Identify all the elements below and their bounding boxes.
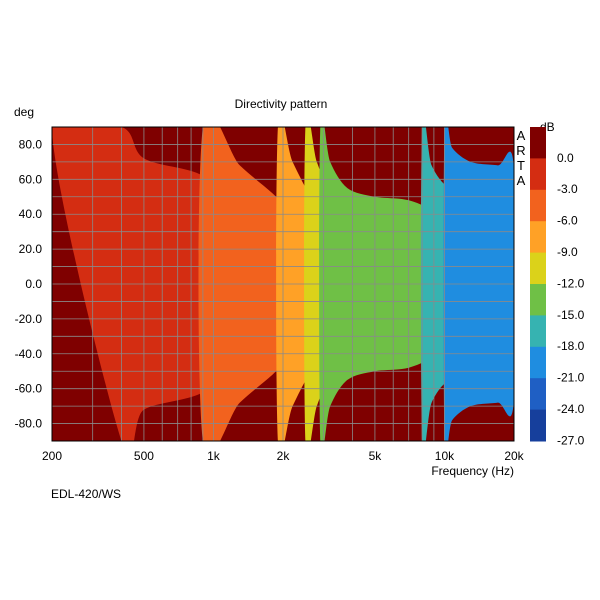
- colorbar-swatch: [530, 158, 546, 191]
- colorbar-swatch: [530, 252, 546, 285]
- arta-letter: A: [517, 128, 526, 143]
- colorbar-tick-label: -6.0: [557, 214, 578, 228]
- colorbar-tick-label: -21.0: [557, 371, 585, 385]
- x-tick-label: 20k: [504, 449, 524, 463]
- x-tick-label: 500: [134, 449, 154, 463]
- colorbar-tick-label: -12.0: [557, 276, 585, 290]
- y-tick-label: 80.0: [19, 137, 43, 151]
- y-tick-label: 20.0: [19, 242, 43, 256]
- y-unit-label: deg: [14, 105, 34, 119]
- colorbar-swatch: [530, 409, 546, 442]
- arta-letter: A: [517, 173, 526, 188]
- colorbar-swatch: [530, 189, 546, 222]
- x-tick-label: 10k: [435, 449, 455, 463]
- colorbar-tick-label: -9.0: [557, 245, 578, 259]
- colorbar: 0.0 -3.0 -6.0 -9.0 -12.0 -15.0 -18.0 -21.0 -24.0…: [530, 127, 585, 447]
- y-tick-label: -20.0: [15, 312, 43, 326]
- y-tick-label: -60.0: [15, 382, 43, 396]
- colorbar-tick-label: -27.0: [557, 433, 585, 447]
- arta-letter: T: [517, 158, 525, 173]
- y-tick-label: 60.0: [19, 172, 43, 186]
- x-axis-ticks: 200 500 1k 2k 5k 10k 20k: [42, 449, 525, 463]
- plot-frame: [51, 126, 515, 442]
- y-axis-ticks: -80.0 -60.0 -40.0 -20.0 0.0 20.0 40.0 60.0 80.0: [15, 137, 43, 430]
- colorbar-tick-label: -15.0: [557, 308, 585, 322]
- y-tick-label: 40.0: [19, 207, 43, 221]
- model-label: EDL-420/WS: [51, 487, 121, 501]
- colorbar-swatch: [530, 315, 546, 348]
- arta-letter: R: [516, 143, 525, 158]
- x-tick-label: 2k: [277, 449, 291, 463]
- grid-lines: [51, 126, 515, 442]
- plot-area: [52, 127, 514, 441]
- x-tick-label: 5k: [369, 449, 383, 463]
- y-tick-label: -40.0: [15, 347, 43, 361]
- colorbar-swatch: [530, 284, 546, 316]
- x-axis-label: Frequency (Hz): [431, 464, 514, 478]
- chart-title: Directivity pattern: [235, 97, 328, 111]
- y-tick-label: 0.0: [25, 277, 42, 291]
- colorbar-swatch: [530, 346, 546, 379]
- colorbar-tick-label: -18.0: [557, 339, 585, 353]
- x-tick-label: 200: [42, 449, 62, 463]
- colorbar-swatch: [530, 221, 546, 254]
- y-tick-label: -80.0: [15, 417, 43, 431]
- colorbar-tick-label: -24.0: [557, 402, 585, 416]
- colorbar-swatch: [530, 127, 546, 159]
- x-tick-label: 1k: [207, 449, 221, 463]
- colorbar-tick-label: 0.0: [557, 151, 574, 165]
- colorbar-tick-label: -3.0: [557, 182, 578, 196]
- colorbar-swatch: [530, 378, 546, 411]
